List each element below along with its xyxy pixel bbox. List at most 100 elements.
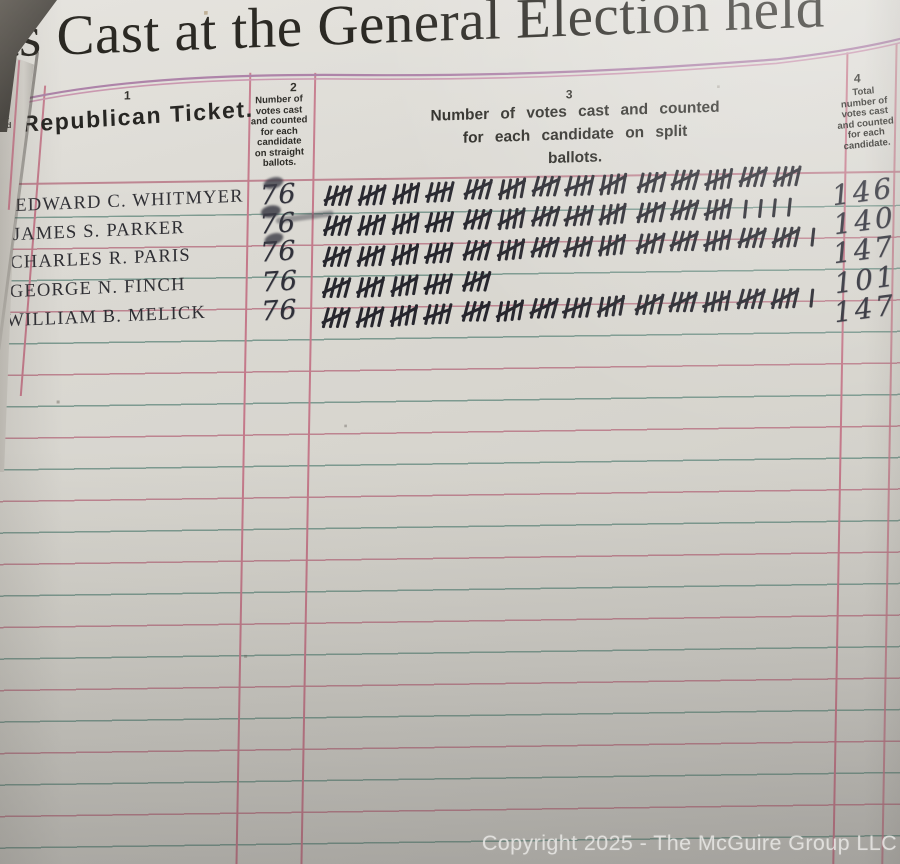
tally-group-of-five bbox=[635, 232, 665, 255]
tally-single-stroke bbox=[742, 199, 748, 219]
tally-group-of-five bbox=[462, 178, 493, 200]
column-number-2: 2 bbox=[289, 80, 297, 95]
tally-group-of-five bbox=[636, 171, 667, 194]
tally-stroke bbox=[406, 182, 414, 204]
tally-stroke bbox=[446, 241, 454, 264]
tally-group-of-five bbox=[321, 307, 351, 329]
column-header-straight-ballots: Number of votes cast and counted for eac… bbox=[250, 93, 308, 170]
tally-stroke bbox=[651, 201, 659, 223]
tally-group-of-five bbox=[596, 294, 626, 318]
tally-group-of-five bbox=[737, 227, 768, 249]
tally-stroke bbox=[585, 235, 594, 257]
copyright-watermark: Copyright 2025 - The McGuire Group LLC bbox=[481, 831, 897, 855]
tally-group-of-five bbox=[357, 184, 387, 207]
tally-group-of-five bbox=[494, 299, 524, 323]
column-header-total: Total number of votes cast and counted f… bbox=[837, 85, 895, 152]
tally-group-of-five bbox=[424, 180, 455, 204]
tally-group-of-five bbox=[636, 201, 666, 224]
tally-group-of-five bbox=[422, 272, 453, 296]
tally-stroke bbox=[651, 171, 659, 193]
tally-stroke bbox=[444, 303, 453, 325]
tally-group-of-five bbox=[530, 175, 561, 197]
tally-group-of-five bbox=[422, 303, 453, 326]
tally-group-of-five bbox=[702, 228, 733, 252]
tally-group-of-five bbox=[669, 199, 700, 221]
tally-group-of-five bbox=[562, 296, 593, 319]
tally-group-of-five bbox=[356, 214, 387, 237]
tally-group-of-five bbox=[355, 276, 386, 299]
page-title: ots Cast at the General Election held bbox=[0, 0, 826, 71]
tally-group-of-five bbox=[497, 177, 526, 201]
tally-group-of-five bbox=[736, 288, 767, 310]
tally-stroke bbox=[406, 212, 413, 234]
tally-stroke bbox=[405, 243, 413, 265]
tally-group-of-five bbox=[460, 300, 491, 322]
column-number-3: 3 bbox=[565, 87, 573, 102]
tally-stroke bbox=[584, 296, 593, 318]
tally-stroke bbox=[445, 272, 453, 295]
tally-group-of-five bbox=[564, 174, 595, 197]
straight-votes-value: 76 bbox=[260, 294, 299, 328]
tally-group-of-five bbox=[738, 166, 769, 188]
column-number-1: 1 bbox=[123, 88, 131, 103]
column-number-4: 4 bbox=[853, 71, 861, 86]
tally-group-of-five bbox=[391, 182, 421, 206]
tally-group-of-five bbox=[703, 197, 733, 221]
tally-stroke bbox=[404, 304, 411, 326]
tally-group-of-five bbox=[529, 236, 560, 258]
tally-group-of-five bbox=[390, 243, 420, 267]
tally-group-of-five bbox=[461, 239, 492, 261]
tally-stroke bbox=[446, 210, 454, 233]
tally-group-of-five bbox=[322, 214, 353, 237]
tally-group-of-five bbox=[355, 306, 385, 329]
tally-group-of-five bbox=[772, 165, 802, 188]
tally-group-of-five bbox=[670, 169, 701, 191]
column-header-split-ballots: Number of votes cast and counted for eac… bbox=[430, 98, 720, 168]
tally-group-of-five bbox=[770, 287, 800, 310]
tally-group-of-five bbox=[563, 204, 594, 227]
candidate-name: EDWARD C. WHITMYER bbox=[15, 186, 244, 217]
tally-stroke bbox=[404, 274, 412, 296]
tally-stroke bbox=[650, 232, 658, 254]
tally-group-of-five bbox=[704, 167, 734, 191]
tally-group-of-five bbox=[462, 208, 493, 230]
tally-single-stroke bbox=[772, 198, 778, 218]
tally-group-of-five bbox=[563, 235, 594, 258]
tally-group-of-five bbox=[771, 226, 801, 249]
tally-group-of-five bbox=[423, 210, 454, 234]
tally-group-of-five bbox=[322, 246, 353, 268]
tally-stroke bbox=[447, 180, 455, 203]
tally-stroke bbox=[649, 293, 657, 315]
tally-group-of-five bbox=[598, 172, 628, 196]
tally-group-of-five bbox=[634, 293, 664, 316]
tally-group-of-five bbox=[669, 230, 700, 252]
tally-single-stroke bbox=[757, 198, 763, 219]
tally-stroke bbox=[586, 204, 594, 226]
tally-group-of-five bbox=[530, 205, 561, 227]
tally-group-of-five bbox=[496, 238, 525, 262]
tally-stroke bbox=[726, 197, 733, 219]
tally-group-of-five bbox=[598, 202, 628, 226]
tally-stroke bbox=[510, 299, 517, 322]
tally-stroke bbox=[512, 177, 519, 200]
tally-group-of-five bbox=[390, 212, 420, 236]
tally-stroke bbox=[511, 238, 518, 261]
tally-group-of-five bbox=[323, 184, 354, 207]
tally-group-of-five bbox=[528, 297, 559, 319]
tally-group-of-five bbox=[496, 207, 526, 231]
tally-group-of-five bbox=[389, 274, 419, 298]
column-header-ticket: Republican Ticket. bbox=[21, 95, 255, 137]
tally-group-of-five bbox=[321, 277, 352, 299]
tally-group-of-five bbox=[389, 304, 419, 328]
tally-stroke bbox=[586, 174, 595, 196]
tally-group-of-five bbox=[668, 291, 699, 313]
tally-group-of-five bbox=[701, 289, 732, 313]
tally-stroke bbox=[724, 289, 732, 312]
tally-group-of-five bbox=[423, 241, 454, 265]
tally-group-of-five bbox=[597, 233, 627, 257]
tally-group-of-five bbox=[461, 270, 492, 292]
tally-stroke bbox=[511, 207, 519, 230]
tally-group-of-five bbox=[356, 245, 386, 268]
